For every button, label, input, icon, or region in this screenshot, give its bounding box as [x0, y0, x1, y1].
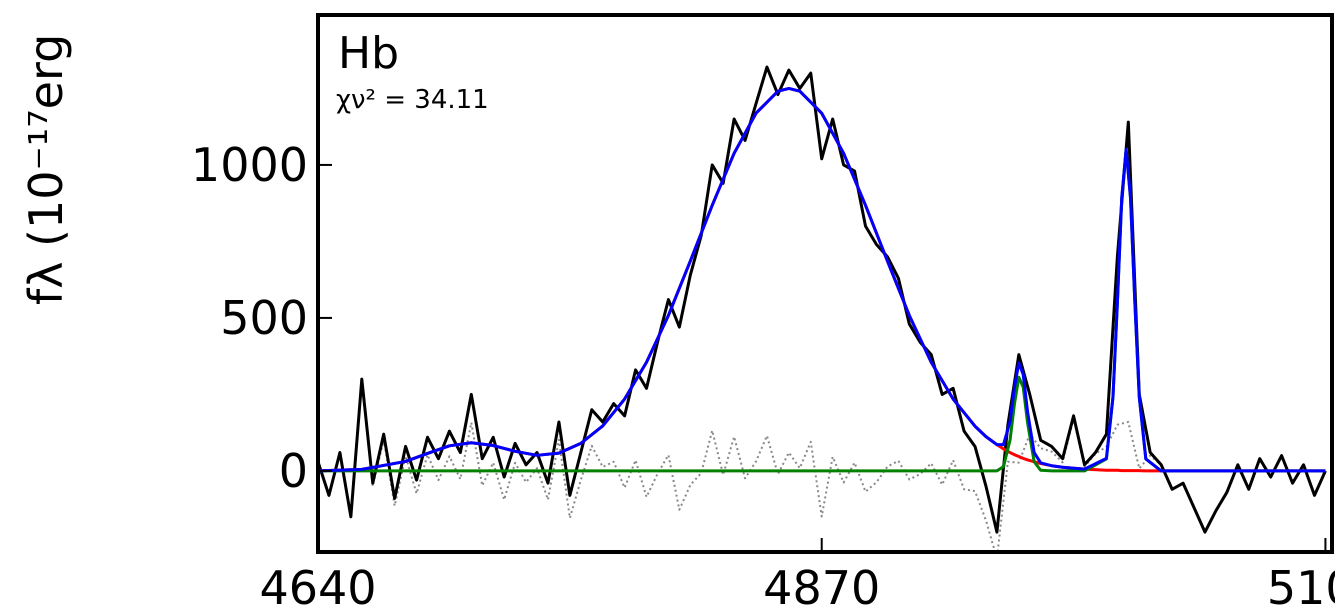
- series-line: [318, 86, 1326, 473]
- x-tick-label: 4870: [763, 561, 880, 610]
- series-line: [318, 65, 1327, 534]
- x-tick-label: 5100: [1267, 561, 1335, 610]
- plot-area: [318, 65, 1327, 552]
- series-line: [318, 148, 1326, 473]
- y-axis-label: fλ (10⁻¹⁷erg: [19, 34, 73, 305]
- chart-title: Hb: [338, 28, 399, 79]
- y-tick-label: 0: [279, 444, 308, 498]
- annotation: χν² = 34.11: [336, 85, 489, 115]
- plot-frame: [316, 13, 1334, 554]
- y-tick-label: 1000: [191, 138, 308, 192]
- x-tick-label: 4640: [259, 561, 376, 610]
- y-tick-label: 500: [220, 291, 308, 345]
